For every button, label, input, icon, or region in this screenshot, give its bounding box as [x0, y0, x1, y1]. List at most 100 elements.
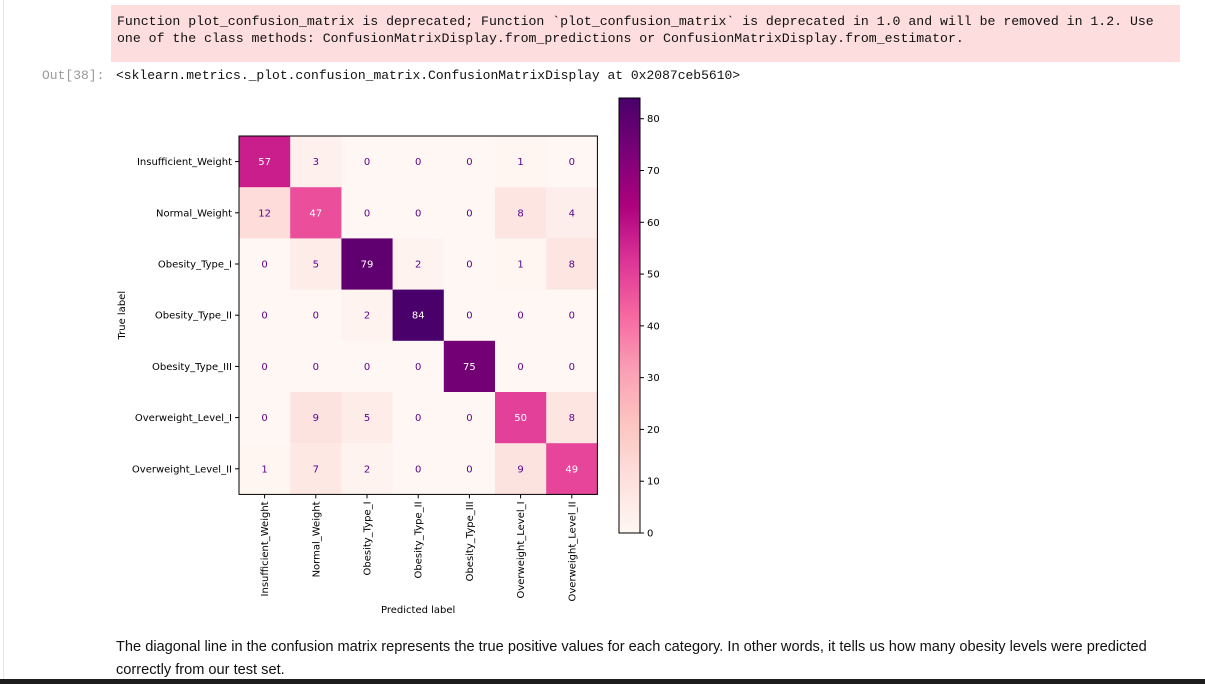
cell-value-label: 0 [466, 464, 472, 475]
matrix-cell [443, 340, 496, 393]
matrix-cell [546, 136, 598, 188]
cell-value-label: 0 [261, 362, 267, 373]
matrix-cell [239, 238, 291, 291]
matrix-cell [495, 136, 547, 188]
cell-value-label: 47 [309, 208, 322, 219]
colorbar-tick-label: 30 [647, 373, 660, 384]
matrix-cell [290, 340, 342, 393]
cell-value-label: 1 [517, 157, 523, 168]
matrix-cell [392, 289, 445, 342]
matrix-cell [495, 392, 547, 444]
cell-value-label: 5 [313, 260, 319, 271]
matrix-cell [290, 392, 342, 444]
output-prompt: Out[38]: [42, 68, 105, 83]
matrix-cell [341, 289, 394, 342]
matrix-cell [443, 392, 496, 444]
cell-value-label: 12 [258, 208, 271, 219]
colorbar-tick-label: 60 [647, 218, 660, 229]
cell-value-label: 1 [517, 260, 523, 271]
x-tick-label: Obesity_Type_II [414, 501, 425, 578]
markdown-explanation: The diagonal line in the confusion matri… [116, 639, 1147, 678]
colorbar-tick-label: 70 [647, 166, 660, 177]
cell-value-label: 0 [569, 157, 575, 168]
matrix-cell [341, 340, 394, 393]
matrix-cell [290, 443, 342, 495]
cell-value-label: 0 [313, 362, 319, 373]
matrix-cell [392, 238, 445, 291]
cell-value-label: 57 [258, 157, 271, 168]
cell-value-label: 3 [313, 157, 319, 168]
cell-value-label: 0 [313, 311, 319, 322]
matrix-cell [546, 443, 598, 495]
cell-value-label: 49 [565, 464, 578, 475]
cell-value-label: 79 [361, 260, 374, 271]
y-tick-label: Obesity_Type_II [155, 311, 232, 322]
x-tick-label: Overweight_Level_I [516, 501, 527, 598]
y-tick-label: Insufficient_Weight [137, 157, 232, 168]
y-tick-label: Obesity_Type_I [158, 260, 232, 271]
cell-value-label: 0 [261, 413, 267, 424]
matrix-cell [495, 289, 547, 342]
matrix-cell [546, 392, 598, 444]
matrix-cell [443, 187, 496, 239]
matrix-cell [239, 289, 291, 342]
deprecation-warning: Function plot_confusion_matrix is deprec… [111, 5, 1180, 62]
cell-value-label: 0 [261, 311, 267, 322]
matrix-cell [546, 340, 598, 393]
x-tick-label: Insufficient_Weight [260, 501, 271, 596]
y-tick-label: Obesity_Type_III [152, 362, 232, 373]
matrix-cell [443, 238, 496, 291]
matrix-cell [290, 238, 342, 291]
cell-value-label: 75 [463, 362, 476, 373]
cell-value-label: 0 [415, 362, 421, 373]
matrix-cell [443, 136, 496, 188]
matrix-cell [341, 443, 394, 495]
cell-value-label: 5 [364, 413, 370, 424]
cell-value-label: 0 [415, 464, 421, 475]
matrix-cell [546, 238, 598, 291]
x-tick-label: Normal_Weight [311, 501, 322, 577]
matrix-cell [495, 238, 547, 291]
x-tick-label: Overweight_Level_II [567, 501, 578, 601]
cell-value-label: 0 [466, 311, 472, 322]
matrix-cell [290, 136, 342, 188]
matrix-cell [546, 289, 598, 342]
matrix-cell [341, 187, 394, 239]
colorbar-tick-label: 80 [647, 114, 660, 125]
cell-value-label: 0 [466, 413, 472, 424]
x-tick-label: Obesity_Type_I [363, 501, 374, 575]
matrix-cell [392, 392, 445, 444]
cell-value-label: 2 [364, 464, 370, 475]
matrix-cell [239, 187, 291, 239]
cell-value-label: 0 [569, 362, 575, 373]
matrix-cell [495, 443, 547, 495]
cell-value-label: 1 [261, 464, 267, 475]
cell-value-label: 8 [569, 260, 575, 271]
cell-value-label: 2 [415, 260, 421, 271]
output-repr: <sklearn.metrics._plot.confusion_matrix.… [116, 68, 741, 83]
matrix-cell [341, 238, 394, 291]
cell-value-label: 0 [364, 157, 370, 168]
matrix-cell [546, 187, 598, 239]
cell-value-label: 0 [569, 311, 575, 322]
matrix-cell [392, 187, 445, 239]
matrix-cell [290, 289, 342, 342]
matrix-cell [239, 136, 291, 188]
y-tick-label: Overweight_Level_II [132, 464, 232, 475]
cell-value-label: 50 [514, 413, 527, 424]
cell-value-label: 0 [466, 157, 472, 168]
colorbar-tick-label: 0 [647, 529, 653, 540]
x-axis-label: Predicted label [381, 605, 455, 616]
cell-left-border [3, 0, 4, 684]
x-tick-label: Obesity_Type_III [465, 501, 476, 581]
matrix-cell [392, 136, 445, 188]
cell-value-label: 0 [415, 157, 421, 168]
cell-value-label: 0 [415, 208, 421, 219]
cell-value-label: 9 [517, 464, 523, 475]
matrix-cell [239, 340, 291, 393]
cell-value-label: 8 [569, 413, 575, 424]
matrix-cell [443, 443, 496, 495]
cell-value-label: 0 [415, 413, 421, 424]
colorbar [618, 97, 641, 534]
